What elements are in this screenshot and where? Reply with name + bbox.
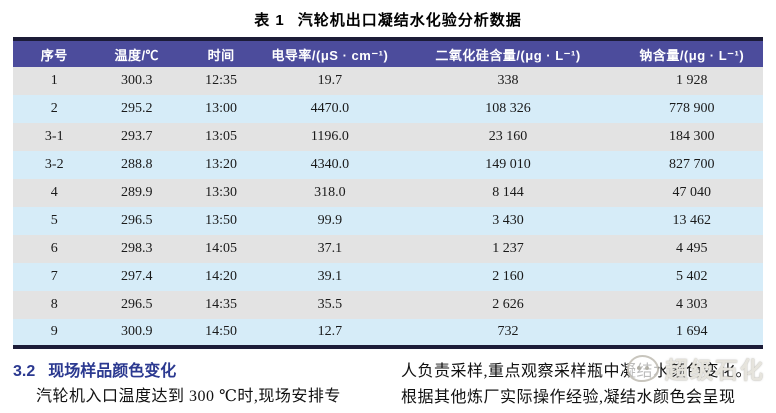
table-cell: 13 462 xyxy=(672,213,712,228)
table-row: 6 298.3 14:05 37.1 1 237 4 495 xyxy=(13,235,763,263)
table-cell: 4470.0 xyxy=(310,101,350,116)
paragraph-right-line1: 人负责采样,重点观察采样瓶中凝结水颜色变化。 xyxy=(401,363,753,380)
column-header: 钠含量/(μg · L⁻¹) xyxy=(620,39,763,67)
table-cell: 338 xyxy=(497,73,519,88)
right-column: 人负责采样,重点观察采样瓶中凝结水颜色变化。 根据其他炼厂实际操作经验,凝结水颜… xyxy=(401,354,763,411)
table-cell: 13:20 xyxy=(205,157,238,172)
table-cell: 2 626 xyxy=(492,297,524,312)
table-cell: 12:35 xyxy=(205,73,238,88)
table-cell: 298.3 xyxy=(121,241,153,256)
table-row: 3-2 288.8 13:20 4340.0 149 010 827 700 xyxy=(13,151,763,179)
table-row: 9 300.9 14:50 12.7 732 1 694 xyxy=(13,319,763,347)
table-cell: 3 430 xyxy=(492,213,524,228)
section-number: 3.2 xyxy=(13,363,36,380)
table-row: 3-1 293.7 13:05 1196.0 23 160 184 300 xyxy=(13,123,763,151)
table-cell: 296.5 xyxy=(121,213,153,228)
table-cell: 8 144 xyxy=(492,185,524,200)
table-cell: 5 402 xyxy=(676,269,708,284)
table-cell: 297.4 xyxy=(121,269,153,284)
table-cell: 318.0 xyxy=(314,185,346,200)
paragraph-right-line2: 根据其他炼厂实际操作经验,凝结水颜色会呈现 xyxy=(401,389,736,406)
table-row: 4 289.9 13:30 318.0 8 144 47 040 xyxy=(13,179,763,207)
table-cell: 1 237 xyxy=(492,241,524,256)
table-cell: 149 010 xyxy=(485,157,531,172)
table-cell: 108 326 xyxy=(485,101,531,116)
table-cell: 5 xyxy=(50,213,58,228)
table-cell: 37.1 xyxy=(317,241,343,256)
table-cell: 4 303 xyxy=(676,297,708,312)
table-cell: 293.7 xyxy=(121,129,153,144)
table-cell: 732 xyxy=(497,324,519,339)
table-cell: 13:50 xyxy=(205,213,238,228)
section-title: 现场样品颜色变化 xyxy=(48,363,177,380)
table-cell: 14:20 xyxy=(205,269,238,284)
column-header: 序号 xyxy=(13,39,96,67)
column-header: 时间 xyxy=(178,39,265,67)
table-cell: 35.5 xyxy=(317,297,343,312)
section-heading: 3.2 现场样品颜色变化 xyxy=(13,359,375,384)
table-cell: 99.9 xyxy=(317,213,343,228)
analysis-table: 序号 温度/℃ 时间 电导率/(μS · cm⁻¹) 二氧化硅含量/(μg · L⁻¹)… xyxy=(13,37,763,349)
table-cell: 184 300 xyxy=(669,129,715,144)
column-header: 电导率/(μS · cm⁻¹) xyxy=(264,39,396,67)
two-column-text: 3.2 现场样品颜色变化 汽轮机入口温度达到 300 ℃时,现场安排专 人负责采样… xyxy=(13,354,763,411)
header-row: 序号 温度/℃ 时间 电导率/(μS · cm⁻¹) 二氧化硅含量/(μg · L⁻¹)… xyxy=(13,39,763,67)
table-cell: 39.1 xyxy=(317,269,343,284)
table-cell: 47 040 xyxy=(672,185,712,200)
table-cell: 3-1 xyxy=(44,129,64,144)
table-row: 8 296.5 14:35 35.5 2 626 4 303 xyxy=(13,291,763,319)
table-cell: 827 700 xyxy=(669,157,715,172)
table-cell: 300.3 xyxy=(121,73,153,88)
table-cell: 289.9 xyxy=(121,185,153,200)
table-cell: 14:35 xyxy=(205,297,238,312)
table-cell: 13:00 xyxy=(205,101,238,116)
paragraph-left: 汽轮机入口温度达到 300 ℃时,现场安排专 xyxy=(36,388,341,405)
table-cell: 1 xyxy=(50,73,58,88)
table-row: 2 295.2 13:00 4470.0 108 326 778 900 xyxy=(13,95,763,123)
table-cell: 19.7 xyxy=(317,73,343,88)
column-header: 二氧化硅含量/(μg · L⁻¹) xyxy=(395,39,621,67)
table-cell: 12.7 xyxy=(317,324,343,339)
table-cell: 14:50 xyxy=(205,324,238,339)
table-cell: 778 900 xyxy=(669,101,715,116)
table-cell: 300.9 xyxy=(121,324,153,339)
table-cell: 8 xyxy=(50,297,58,312)
column-header: 温度/℃ xyxy=(95,39,178,67)
table-cell: 13:30 xyxy=(205,185,238,200)
table-cell: 4 495 xyxy=(676,241,708,256)
table-cell: 4340.0 xyxy=(310,157,350,172)
table-cell: 1 928 xyxy=(676,73,708,88)
table-number: 表 1 xyxy=(254,12,285,29)
table-cell: 2 xyxy=(50,101,58,116)
table-cell: 1 694 xyxy=(676,324,708,339)
table-cell: 6 xyxy=(50,241,58,256)
table-row: 7 297.4 14:20 39.1 2 160 5 402 xyxy=(13,263,763,291)
table-cell: 3-2 xyxy=(44,157,64,172)
table-row: 5 296.5 13:50 99.9 3 430 13 462 xyxy=(13,207,763,235)
table-cell: 7 xyxy=(50,269,58,284)
table-cell: 4 xyxy=(50,185,58,200)
left-column: 3.2 现场样品颜色变化 汽轮机入口温度达到 300 ℃时,现场安排专 xyxy=(13,359,375,411)
table-cell: 296.5 xyxy=(121,297,153,312)
table-caption-text: 汽轮机出口凝结水化验分析数据 xyxy=(297,12,522,29)
table-row: 1 300.3 12:35 19.7 338 1 928 xyxy=(13,67,763,95)
table-caption: 表 1 汽轮机出口凝结水化验分析数据 xyxy=(0,0,776,37)
table-cell: 1196.0 xyxy=(310,129,349,144)
table-cell: 9 xyxy=(50,324,58,339)
table-cell: 14:05 xyxy=(205,241,238,256)
table-body: 1 300.3 12:35 19.7 338 1 928 2 295.2 13:00 4470.0… xyxy=(13,67,763,347)
table-cell: 295.2 xyxy=(121,101,153,116)
table-cell: 23 160 xyxy=(488,129,528,144)
table-cell: 2 160 xyxy=(492,269,524,284)
table-cell: 288.8 xyxy=(121,157,153,172)
table-cell: 13:05 xyxy=(205,129,238,144)
